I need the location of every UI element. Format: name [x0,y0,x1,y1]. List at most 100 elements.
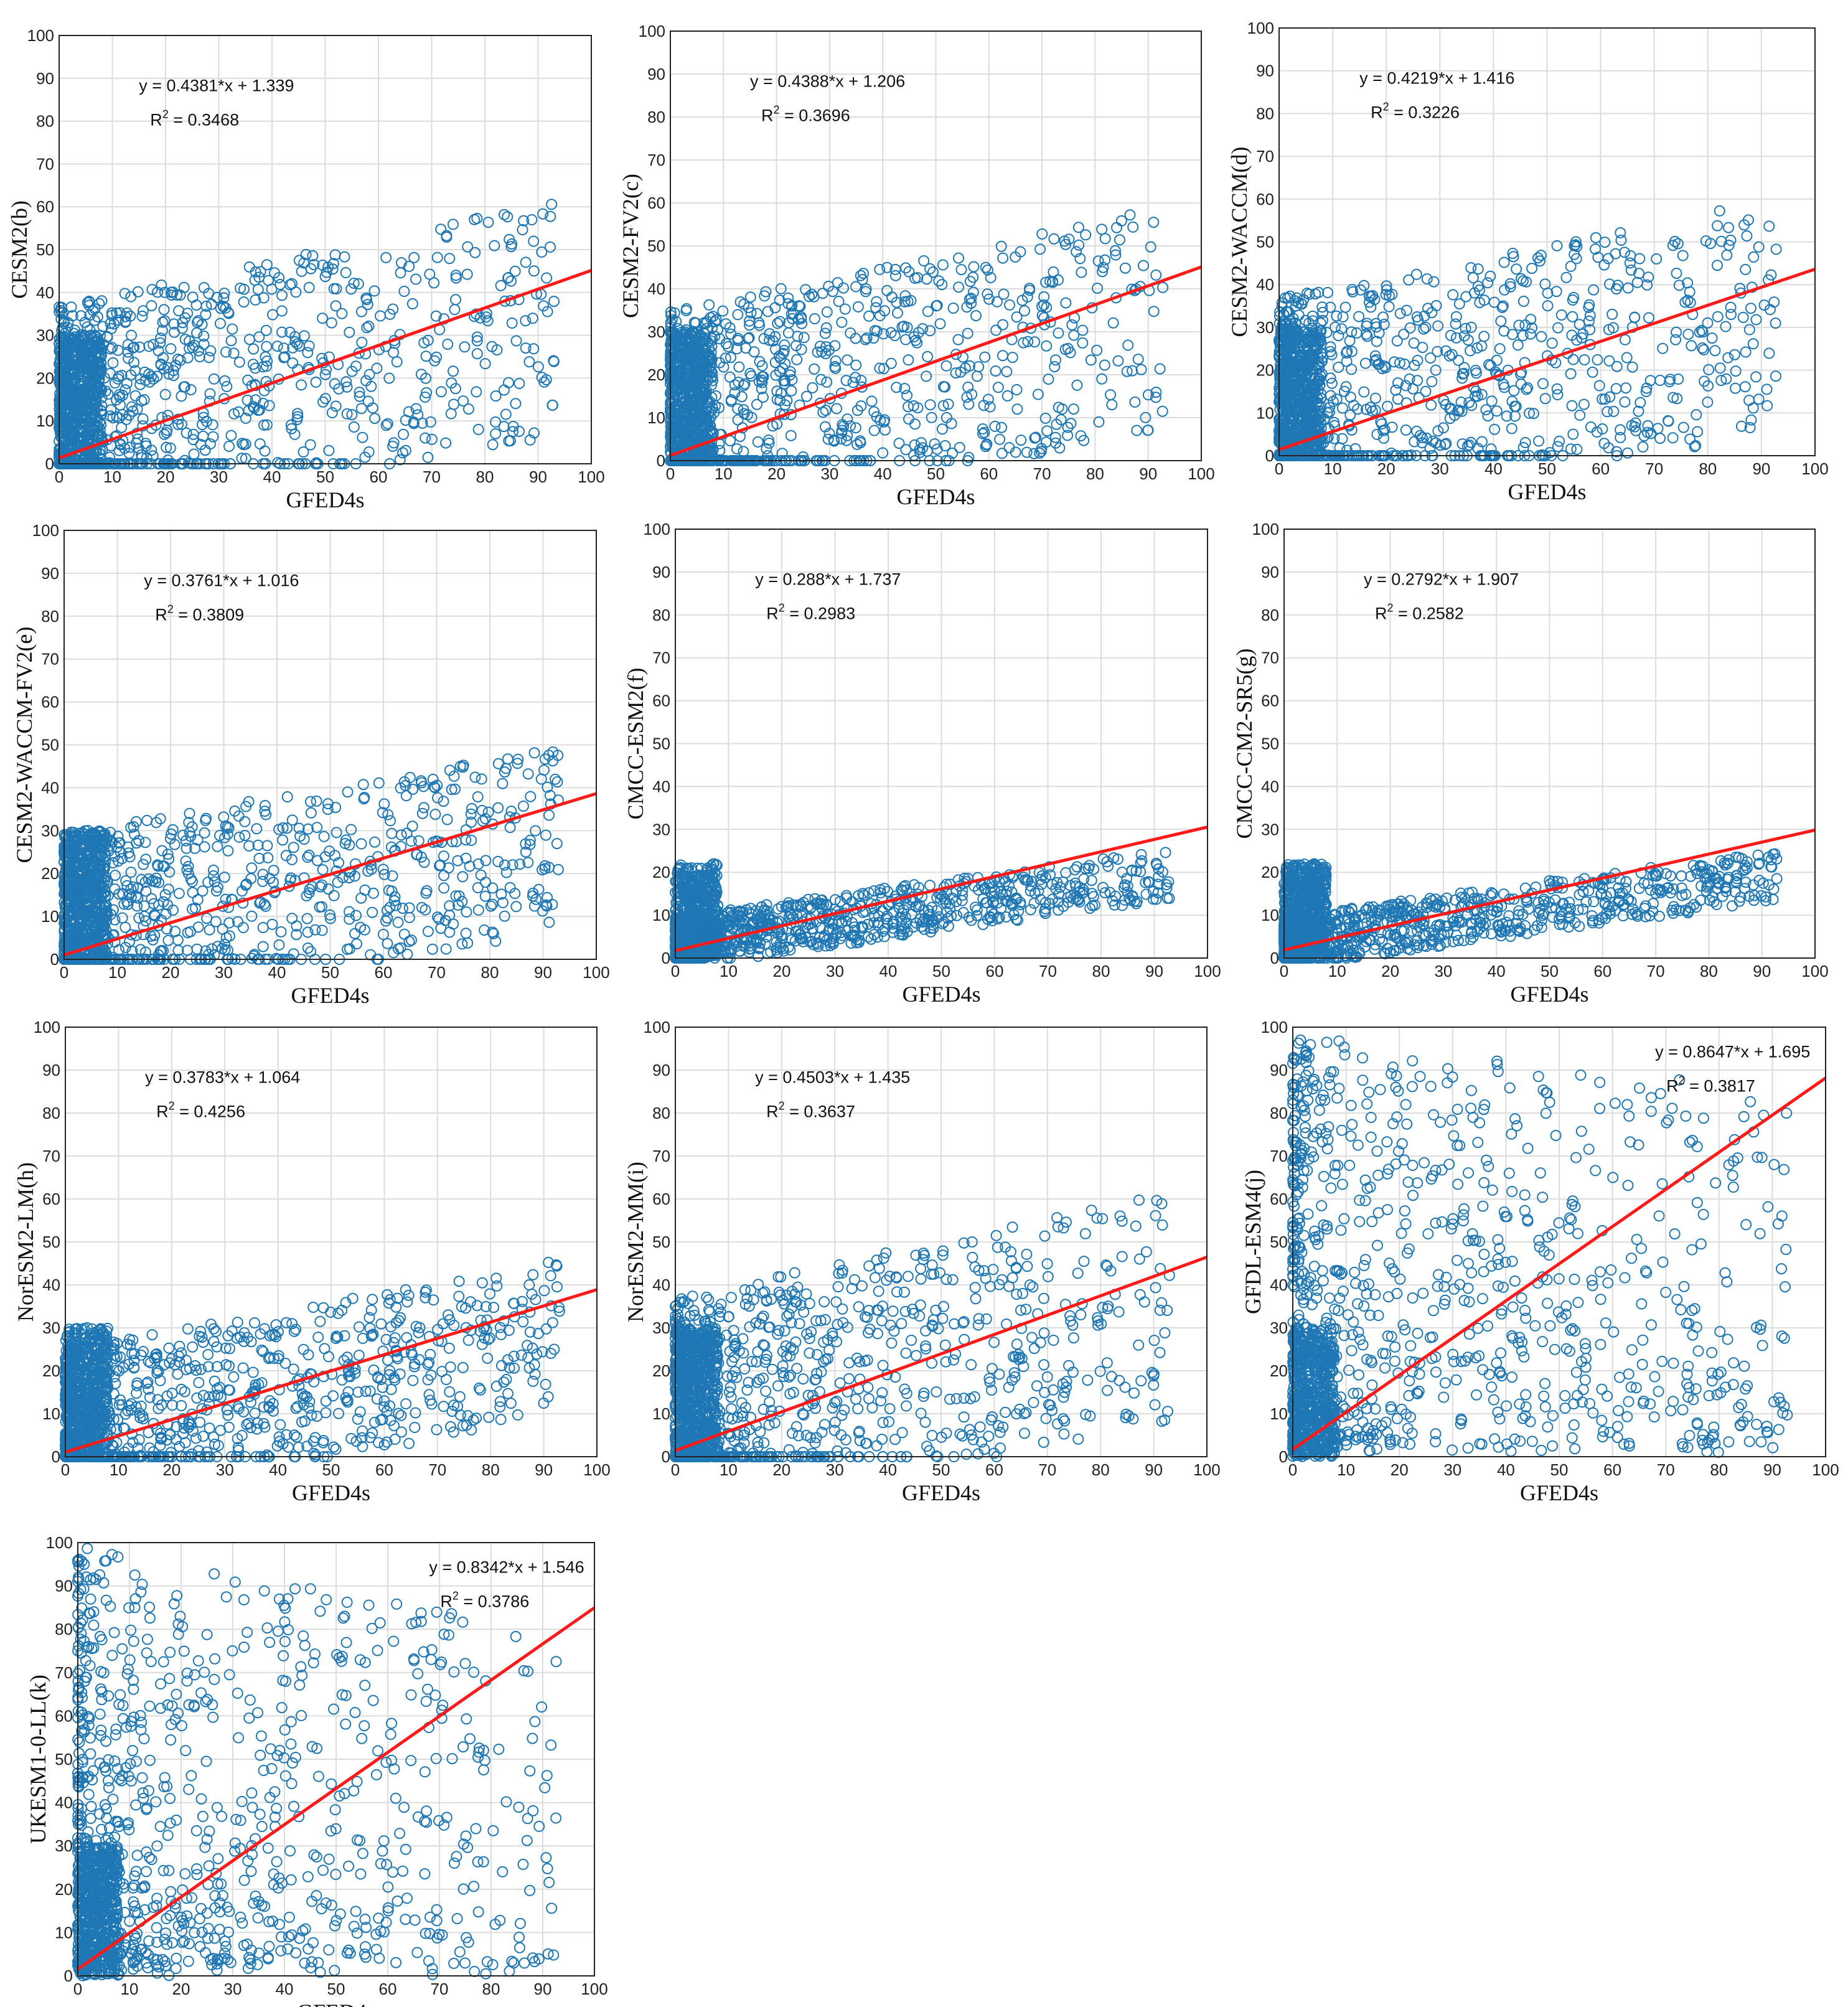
data-point [289,336,301,347]
data-point [1692,426,1704,438]
data-point [345,283,357,295]
data-point [406,298,418,309]
data-point [538,300,550,312]
data-point [893,438,905,449]
data-point [107,412,119,424]
data-point [1606,308,1618,320]
data-point [1383,301,1395,313]
data-point [1425,352,1437,364]
x-tick-label: 20 [767,464,786,483]
data-point [1714,205,1725,217]
data-point [449,304,461,316]
data-point [418,337,430,349]
data-point [1041,340,1053,352]
data-point [415,369,427,380]
data-point [1654,433,1666,444]
data-point [91,311,103,322]
data-point [317,313,329,324]
data-point [400,415,411,426]
data-point [243,261,255,273]
y-tick-label: 80 [1256,104,1274,123]
data-point [1400,424,1412,436]
data-point [340,267,352,278]
data-point [1011,403,1023,415]
data-point [507,421,519,432]
data-point [166,286,177,298]
y-tick-label: 60 [1256,190,1274,209]
data-point [1122,339,1134,351]
data-point [815,374,827,385]
data-point [1096,223,1108,235]
data-point [489,240,500,251]
data-point [355,838,367,850]
data-point [158,304,170,316]
data-point [292,408,303,420]
data-point [250,294,261,306]
data-point [482,217,494,228]
data-point [165,343,177,355]
data-point [318,830,330,842]
data-point [123,409,135,421]
x-axis-label: GFED4s [286,487,364,512]
data-point [1432,320,1444,332]
x-tick-label: 30 [210,468,228,486]
data-point [1344,391,1356,403]
data-point [257,941,269,952]
data-point [462,403,474,415]
x-tick-label: 60 [1592,459,1610,478]
data-point [1344,335,1356,347]
data-point [416,901,428,913]
data-point [258,292,270,304]
data-point [277,834,289,846]
data-point [276,326,288,338]
y-tick-label: 10 [647,408,665,427]
data-point [1421,273,1433,284]
data-point [491,344,503,356]
data-point [292,411,304,423]
data-point [487,439,499,451]
data-point [284,279,296,291]
data-point [317,396,329,408]
data-point [228,347,240,359]
data-point [937,259,949,271]
data-point [1770,317,1781,329]
data-point [204,388,216,400]
data-point [406,820,418,832]
data-point [963,398,975,410]
data-point [331,827,342,839]
data-point [807,382,818,393]
data-point [885,357,897,369]
x-tick-label: 0 [666,464,675,483]
data-point [1138,260,1149,271]
data-point [401,948,413,960]
data-point [429,809,441,820]
data-point [339,251,350,263]
x-tick-label: 10 [1324,459,1342,478]
data-point [1499,284,1511,296]
data-point [1112,355,1124,367]
data-point [889,270,901,281]
x-tick-label: 80 [476,468,494,486]
y-tick-label: 70 [1256,147,1274,166]
r-squared: R2 = 0.3226 [1371,100,1460,121]
data-point [301,913,313,924]
data-point [138,305,149,317]
x-tick-label: 80 [1699,459,1717,478]
data-point [1154,363,1166,375]
data-point [361,322,373,334]
data-point [132,286,144,298]
data-point [918,255,930,266]
data-point [971,370,983,382]
data-point [731,443,743,454]
data-point [500,408,512,420]
data-point [403,260,415,272]
data-point [1747,338,1759,350]
data-point [1029,336,1041,348]
x-tick-label: 90 [1752,459,1770,478]
data-point [1482,277,1494,289]
data-point [1414,430,1426,441]
data-point [450,294,461,306]
data-point [157,325,168,336]
data-point [1313,286,1325,298]
data-point [551,838,563,850]
